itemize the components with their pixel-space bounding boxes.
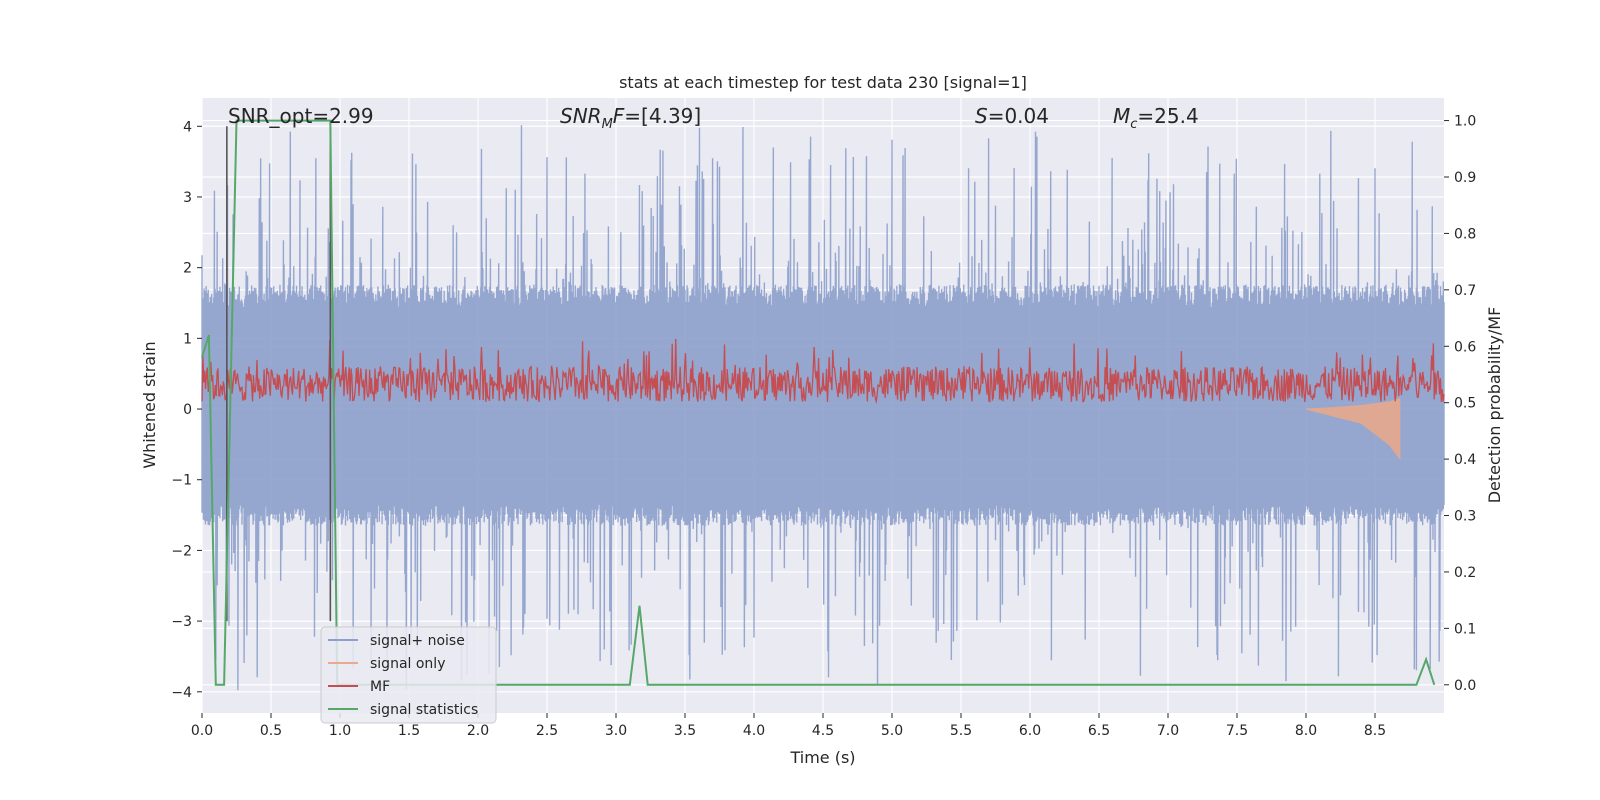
legend-label-signal-noise: signal+ noise bbox=[370, 633, 465, 649]
y2-tick-label: 0.0 bbox=[1454, 678, 1476, 694]
y-tick-label: 2 bbox=[183, 261, 192, 277]
x-tick-label: 7.0 bbox=[1157, 723, 1179, 739]
y2-tick-label: 1.0 bbox=[1454, 114, 1476, 130]
y2-tick-label: 0.7 bbox=[1454, 283, 1476, 299]
legend: signal+ noise signal only MF signal stat… bbox=[320, 626, 497, 724]
x-tick-label: 7.5 bbox=[1226, 723, 1248, 739]
legend-label-signal-statistics: signal statistics bbox=[370, 702, 478, 718]
y2-tick-label: 0.5 bbox=[1454, 396, 1476, 412]
x-tick-label: 6.5 bbox=[1088, 723, 1110, 739]
legend-label-mf: MF bbox=[370, 679, 390, 695]
y-tick-label: 0 bbox=[183, 402, 192, 418]
y2-tick-label: 0.9 bbox=[1454, 170, 1476, 186]
x-tick-label: 8.0 bbox=[1295, 723, 1317, 739]
y2-tick-label: 0.6 bbox=[1454, 339, 1476, 355]
x-tick-label: 5.5 bbox=[950, 723, 972, 739]
annotation-s: S=0.04 bbox=[975, 104, 1049, 128]
x-tick-label: 4.5 bbox=[812, 723, 834, 739]
y-tick-label: −4 bbox=[171, 685, 192, 701]
y-axis-label: Whitened strain bbox=[140, 341, 159, 468]
legend-label-signal-only: signal only bbox=[370, 656, 445, 672]
x-tick-label: 0.5 bbox=[260, 723, 282, 739]
y2-tick-label: 0.4 bbox=[1454, 452, 1476, 468]
annotation-snr-opt: SNR_opt=2.99 bbox=[228, 104, 374, 128]
x-tick-label: 4.0 bbox=[743, 723, 765, 739]
series-mf bbox=[201, 338, 1445, 404]
y2-tick-label: 0.1 bbox=[1454, 621, 1476, 637]
y2-tick-label: 0.2 bbox=[1454, 565, 1476, 581]
y-tick-label: 4 bbox=[183, 119, 192, 135]
x-tick-label: 8.5 bbox=[1364, 723, 1386, 739]
x-tick-label: 6.0 bbox=[1019, 723, 1041, 739]
y-tick-label: 1 bbox=[183, 331, 192, 347]
y-tick-label: 3 bbox=[183, 190, 192, 206]
x-tick-label: 0.0 bbox=[191, 723, 213, 739]
ticks: −4 −3 −2 −1 0 1 2 3 4 0.0 0.1 0.2 0.3 0.4 0.5 0.6 0.7 0.8… bbox=[171, 114, 1476, 739]
x-axis-label: Time (s) bbox=[789, 748, 855, 767]
x-tick-label: 2.0 bbox=[467, 723, 489, 739]
x-tick-label: 3.5 bbox=[674, 723, 696, 739]
y2-axis-label: Detection probability/MF bbox=[1485, 307, 1504, 504]
x-tick-label: 3.0 bbox=[605, 723, 627, 739]
series-signal-only bbox=[1305, 397, 1401, 460]
y2-tick-label: 0.3 bbox=[1454, 509, 1476, 525]
y-tick-label: −3 bbox=[171, 614, 192, 630]
y-tick-label: −1 bbox=[171, 473, 192, 489]
chart-title: stats at each timestep for test data 230… bbox=[619, 73, 1027, 92]
y-tick-label: −2 bbox=[171, 543, 192, 559]
annotation-mc: Mc=25.4 bbox=[1113, 104, 1199, 132]
x-tick-label: 1.0 bbox=[329, 723, 351, 739]
legend-box bbox=[320, 626, 497, 724]
series-signal-noise bbox=[201, 125, 1445, 691]
x-tick-label: 5.0 bbox=[881, 723, 903, 739]
x-tick-label: 2.5 bbox=[536, 723, 558, 739]
y2-tick-label: 0.8 bbox=[1454, 226, 1476, 242]
x-tick-label: 1.5 bbox=[398, 723, 420, 739]
annotation-snr-mf: SNRMF=[4.39] bbox=[560, 104, 701, 132]
